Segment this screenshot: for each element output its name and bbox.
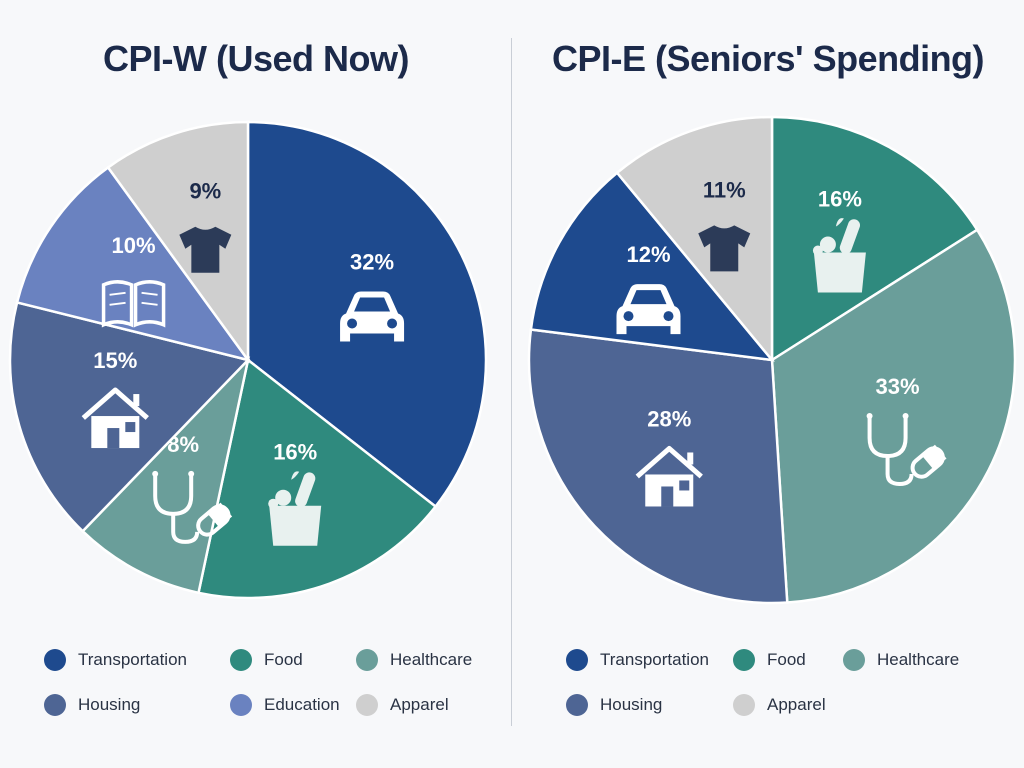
legend-label: Housing xyxy=(600,695,663,714)
cpi-e-title: CPI-E (Seniors' Spending) xyxy=(551,38,985,79)
slice-apparel xyxy=(106,120,250,364)
legend-swatch xyxy=(356,649,378,671)
legend-label: Apparel xyxy=(767,695,826,714)
legend-label: Transportation xyxy=(78,650,187,669)
tshirt-icon xyxy=(698,225,751,272)
slice-label-food: 16% xyxy=(273,440,317,465)
stethoscope-pill-icon xyxy=(152,470,233,544)
grocery-bag-icon xyxy=(268,471,322,546)
legend-swatch xyxy=(843,649,865,671)
cpi-w-pie-chart: 32% 16% 8% 15% xyxy=(8,120,488,600)
legend-item-healthcare: Healthcare xyxy=(843,648,959,672)
legend-swatch xyxy=(230,694,252,716)
legend-swatch xyxy=(44,694,66,716)
legend-item-transportation: Transportation xyxy=(44,648,187,672)
cpi-e-panel: CPI-E (Seniors' Spending) 16% 33% 28% xyxy=(512,0,1024,768)
car-icon xyxy=(616,284,681,335)
legend-item-housing: Housing xyxy=(44,693,140,717)
slice-apparel xyxy=(615,115,774,364)
legend-swatch xyxy=(356,694,378,716)
car-icon xyxy=(340,291,405,342)
legend-item-food: Food xyxy=(733,648,806,672)
grocery-bag-icon xyxy=(812,218,866,293)
slice-healthcare xyxy=(770,228,1017,604)
slice-housing xyxy=(527,328,789,605)
stethoscope-pill-icon xyxy=(866,412,947,486)
legend-item-transportation: Transportation xyxy=(566,648,709,672)
slice-label-food: 16% xyxy=(818,186,862,211)
slice-label-transportation: 32% xyxy=(350,249,394,274)
slice-label-education: 10% xyxy=(112,233,156,258)
legend-swatch xyxy=(566,649,588,671)
legend-label: Transportation xyxy=(600,650,709,669)
slice-label-housing: 28% xyxy=(647,406,691,431)
legend-swatch xyxy=(566,694,588,716)
slice-label-apparel: 9% xyxy=(189,179,221,204)
legend-label: Healthcare xyxy=(390,650,473,669)
slice-label-apparel: 11% xyxy=(703,177,746,202)
slice-food xyxy=(770,115,979,363)
slice-label-housing: 15% xyxy=(93,348,137,373)
legend-label: Housing xyxy=(78,695,141,714)
cpi-w-title: CPI-W (Used Now) xyxy=(103,38,409,79)
tshirt-icon xyxy=(179,226,232,273)
cpi-e-pie-chart: 16% 33% 28% 12% xyxy=(527,115,1017,605)
house-icon xyxy=(81,387,149,449)
legend-swatch xyxy=(733,649,755,671)
legend-item-apparel: Apparel xyxy=(356,693,449,717)
legend-item-healthcare: Healthcare xyxy=(356,648,472,672)
legend-label: Apparel xyxy=(390,695,449,714)
slice-label-healthcare: 33% xyxy=(876,374,920,399)
legend-item-housing: Housing xyxy=(566,693,662,717)
panel-divider xyxy=(511,38,512,726)
legend-label: Food xyxy=(767,650,806,669)
house-icon xyxy=(635,445,703,507)
legend-item-education: Education xyxy=(230,693,340,717)
slice-transportation xyxy=(529,171,775,362)
legend-swatch xyxy=(44,649,66,671)
book-icon xyxy=(101,280,166,328)
cpi-w-panel: CPI-W (Used Now) 32% 16% 8% 15% xyxy=(8,38,488,717)
legend-item-food: Food xyxy=(230,648,303,672)
slice-education xyxy=(15,165,252,363)
legend-swatch xyxy=(230,649,252,671)
slice-label-transportation: 12% xyxy=(626,242,670,267)
legend-label: Food xyxy=(264,650,303,669)
legend-label: Education xyxy=(264,695,340,714)
legend-item-apparel: Apparel xyxy=(733,693,826,717)
slice-food xyxy=(197,357,438,600)
legend-swatch xyxy=(733,694,755,716)
legend-label: Healthcare xyxy=(877,650,960,669)
